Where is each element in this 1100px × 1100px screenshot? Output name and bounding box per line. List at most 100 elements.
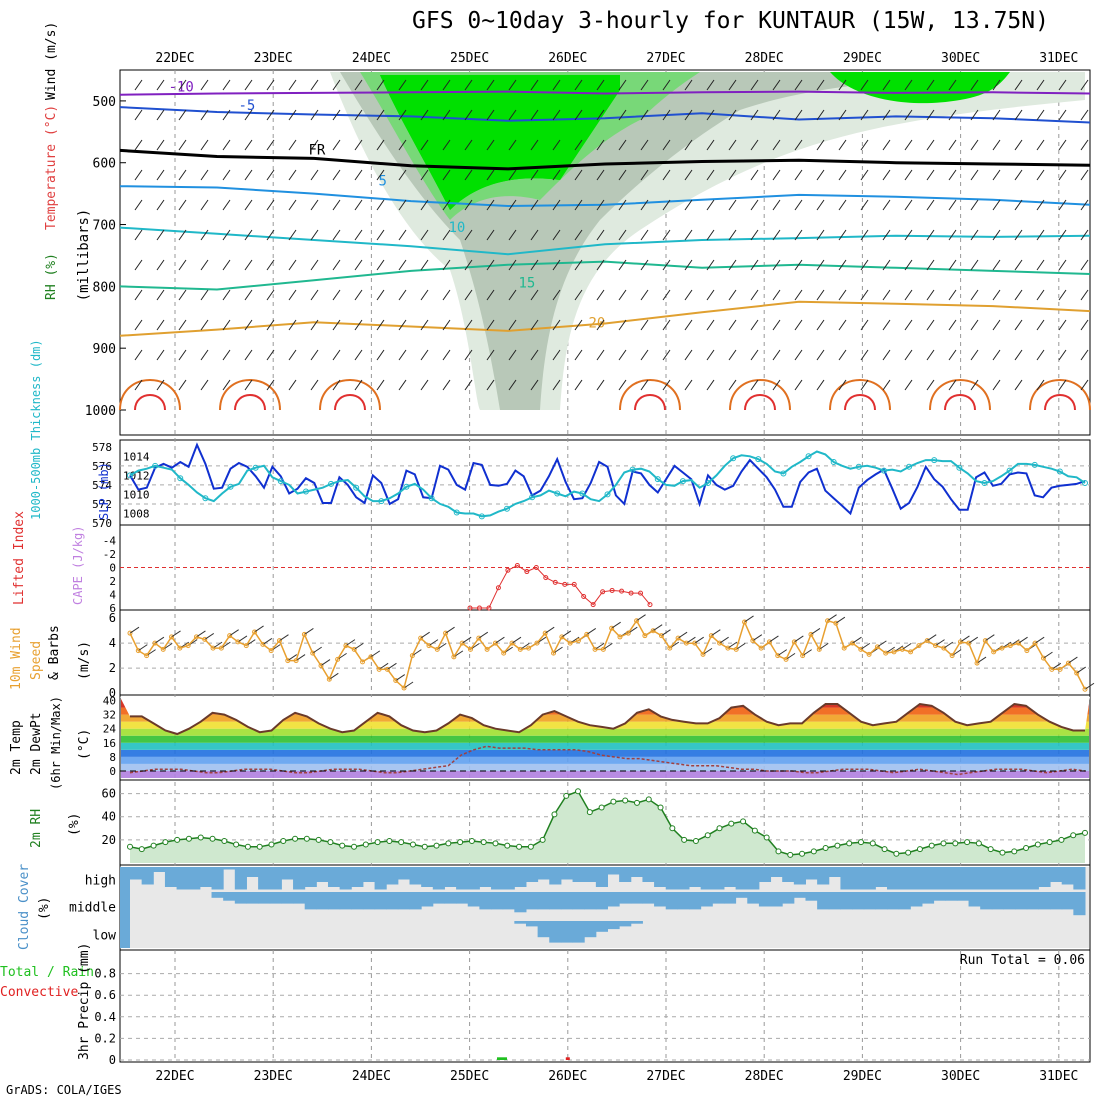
precip-tick-label: 0.4 xyxy=(94,1010,116,1024)
cloud-bar-middle xyxy=(723,892,737,904)
wind-barb xyxy=(618,199,627,211)
isotherm-label: FR xyxy=(309,143,326,159)
lifted-index-point xyxy=(543,575,549,581)
wind-barb xyxy=(312,646,322,654)
wind-barb xyxy=(750,319,759,331)
cloud-bar-high xyxy=(397,867,411,880)
wind-barb xyxy=(574,229,583,241)
wind-barb xyxy=(552,319,561,331)
rh-shade-max xyxy=(380,75,620,210)
wind-barb xyxy=(508,199,517,211)
wind-barb xyxy=(728,109,737,121)
precip-tick-label: 0.6 xyxy=(94,988,116,1002)
wind-barb xyxy=(552,349,561,361)
wind-barb xyxy=(156,199,165,211)
wind-barb xyxy=(138,644,148,652)
wind-barb xyxy=(1036,229,1045,241)
wind-barb xyxy=(376,259,385,271)
wind-barb xyxy=(752,634,763,642)
wind-barb xyxy=(885,646,895,654)
wind-axis-unit: (m/s) xyxy=(77,641,92,680)
wind-barb xyxy=(694,636,704,644)
wind-barb xyxy=(442,289,451,301)
pressure-tick-label: 1000 xyxy=(85,404,116,419)
wind-barb xyxy=(266,79,275,91)
wind-barb xyxy=(337,652,347,660)
wind-speed-point xyxy=(360,659,366,665)
wind-speed-point xyxy=(476,635,482,641)
wind-barb xyxy=(486,229,495,241)
wind-barb xyxy=(354,259,363,271)
wind-barb xyxy=(332,349,341,361)
temperature-label: Temperature (°C) xyxy=(44,105,59,230)
wind-barb xyxy=(711,629,721,637)
wind-barb xyxy=(750,199,759,211)
thickness-point xyxy=(1056,468,1063,475)
thickness-point xyxy=(931,457,938,464)
cloud-bar-middle xyxy=(595,892,608,910)
cloud-bar-middle xyxy=(700,892,713,907)
thickness-point xyxy=(302,488,309,495)
wind-barb xyxy=(320,659,331,667)
rh-point xyxy=(221,838,228,845)
wind-barb xyxy=(992,139,1001,151)
rh-point xyxy=(362,841,369,848)
wind-tick-label: 0 xyxy=(109,686,116,700)
wind-barb xyxy=(574,259,583,271)
wind-barb xyxy=(662,79,671,91)
cloud-bar-high xyxy=(537,867,550,880)
wind-speed-point xyxy=(916,643,922,649)
wind-axis-text-2: Speed xyxy=(29,641,44,680)
wind-speed-point xyxy=(858,646,864,652)
wind-speed-point xyxy=(650,628,656,634)
wind-speed-point xyxy=(559,634,565,640)
cloud-bar-middle xyxy=(1050,892,1063,910)
wind-barb xyxy=(640,109,649,121)
wind-speed-point xyxy=(625,630,631,636)
thickness-point xyxy=(403,483,410,490)
wind-barb xyxy=(442,229,451,241)
cloud-bar-low xyxy=(572,921,585,943)
wind-barb xyxy=(552,109,561,121)
wind-barb xyxy=(1036,289,1045,301)
wind-barb xyxy=(904,79,913,91)
rh-point xyxy=(256,843,263,850)
wind-barb xyxy=(860,229,869,241)
wind-speed-point xyxy=(152,640,158,646)
wind-barb xyxy=(816,379,825,391)
wind-barb xyxy=(1058,199,1067,211)
cloud-bar-high xyxy=(374,867,387,890)
chart-title: GFS 0~10day 3-hourly for KUNTAUR (15W, 1… xyxy=(412,8,1049,34)
wind-speed-point xyxy=(243,643,249,649)
wind-barb xyxy=(882,319,891,331)
wind-barb xyxy=(1014,259,1023,271)
wind-tick-label: 6 xyxy=(109,611,116,625)
slp-tick-label: 1014 xyxy=(123,450,150,463)
thickness-point xyxy=(328,480,335,487)
wind-barb xyxy=(574,139,583,151)
wind-barb xyxy=(816,259,825,271)
top-axis-tick-label: 29DEC xyxy=(843,51,882,66)
cloud-bar-high xyxy=(921,867,935,890)
cloud-bar-middle xyxy=(467,892,480,907)
bottom-axis-tick-label: 24DEC xyxy=(352,1069,391,1084)
wind-barb xyxy=(618,289,627,301)
rh-point xyxy=(280,838,287,845)
wind-barb xyxy=(266,319,275,331)
cloud-bar-high xyxy=(677,867,690,890)
wind-speed-point xyxy=(866,651,872,657)
wind-barb xyxy=(772,79,781,91)
wind-barb xyxy=(838,199,847,211)
wind-barb xyxy=(353,642,364,650)
wind-barb xyxy=(1034,636,1045,644)
wind-barb xyxy=(310,199,319,211)
wind-barb xyxy=(662,379,671,391)
cloud-bar-high xyxy=(409,867,422,885)
wind-barb xyxy=(398,199,407,211)
wind-barb xyxy=(970,199,979,211)
cloud-bar-high xyxy=(560,867,574,880)
cloud-bar-middle xyxy=(642,892,655,904)
wind-barb xyxy=(134,109,143,121)
wind-barb xyxy=(204,632,215,640)
wind-barb xyxy=(860,349,869,361)
